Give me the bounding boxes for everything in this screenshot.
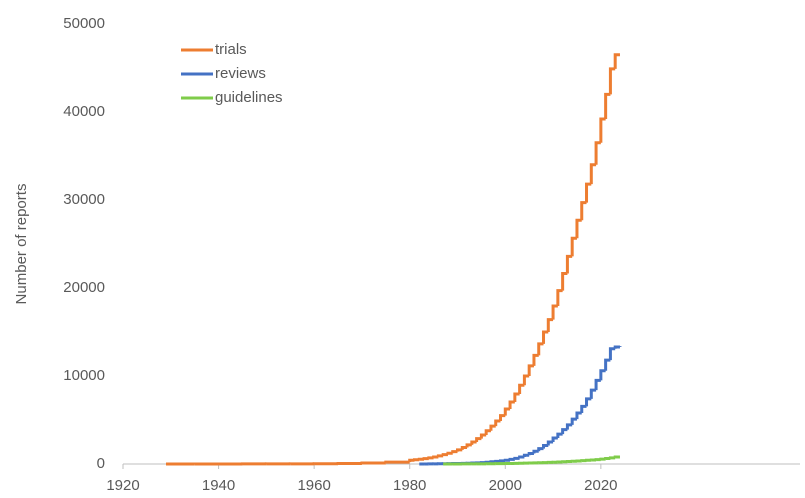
line-step [499,459,506,463]
line-step [460,445,468,450]
line-step [494,419,501,427]
legend-label: trials [215,41,247,58]
line-step [551,304,558,320]
y-tick-label: 10000 [63,367,105,384]
line-step [503,407,511,416]
line-step [546,440,554,446]
line-step [436,454,444,458]
line-step [546,318,554,332]
line-step [508,457,515,461]
line-step [479,433,487,439]
line-step [608,347,616,361]
x-tick-label: 1920 [106,477,139,494]
y-axis-label: Number of reports [13,184,30,305]
line-step [570,417,577,425]
x-tick-label: 1960 [297,477,330,494]
line-step [532,353,539,366]
line-step [432,455,439,459]
line-step [613,345,620,349]
line-step [465,443,472,448]
line-step [532,449,539,454]
line-step [589,388,597,399]
line-step [556,289,563,307]
line-step [412,458,420,462]
line-step [613,53,620,69]
line-step [417,457,425,461]
line-step [508,400,515,409]
line-step [522,374,530,386]
line-step [599,117,606,143]
line-step [613,455,620,459]
line-step [489,424,496,431]
line-step [542,330,549,344]
line-step [484,429,491,435]
line-step [580,201,587,221]
x-tick-label: 2000 [489,477,522,494]
line-step [499,414,506,422]
x-tick-label: 2020 [584,477,617,494]
line-step [537,342,544,356]
line-step [585,182,592,203]
line-step [561,271,568,291]
legend-label: reviews [215,65,266,82]
line-step [599,369,606,381]
line-step [542,444,549,449]
line-step [522,453,530,457]
line-step [527,451,534,456]
line-step [470,440,477,445]
line-step [518,383,525,395]
line-step [589,163,597,185]
line-step [585,397,592,407]
line-step [427,456,434,460]
line-step [575,411,582,420]
y-tick-label: 30000 [63,191,105,208]
x-tick-label: 1940 [202,477,235,494]
line-step [594,141,601,165]
line-step [604,457,611,461]
line-step [518,455,525,459]
y-tick-label: 40000 [63,103,105,120]
y-tick-label: 20000 [63,279,105,296]
line-step [604,358,611,371]
line-step [422,457,429,461]
line-step [570,236,577,257]
line-step [608,67,616,95]
line-step [503,458,511,462]
line-step [513,392,520,402]
line-step [551,436,558,442]
line-step [456,448,463,452]
x-tick-label: 1980 [393,477,426,494]
line-step [561,428,568,435]
line-step [580,404,587,413]
line-step [408,458,415,463]
line-step [441,453,448,457]
y-tick-label: 50000 [63,15,105,32]
legend-label: guidelines [215,89,283,106]
line-step [527,364,534,376]
line-step [451,450,458,454]
line-step [565,254,573,274]
line-step [537,447,544,452]
line-step [604,92,611,120]
line-step [556,432,563,439]
line-step [565,423,573,430]
line-step [475,437,482,442]
line-step [513,456,520,460]
line-step [384,460,410,464]
line-step [446,451,453,455]
line-step [594,378,601,391]
line-step [575,218,582,239]
y-tick-label: 0 [97,455,105,472]
line-step [608,456,616,460]
